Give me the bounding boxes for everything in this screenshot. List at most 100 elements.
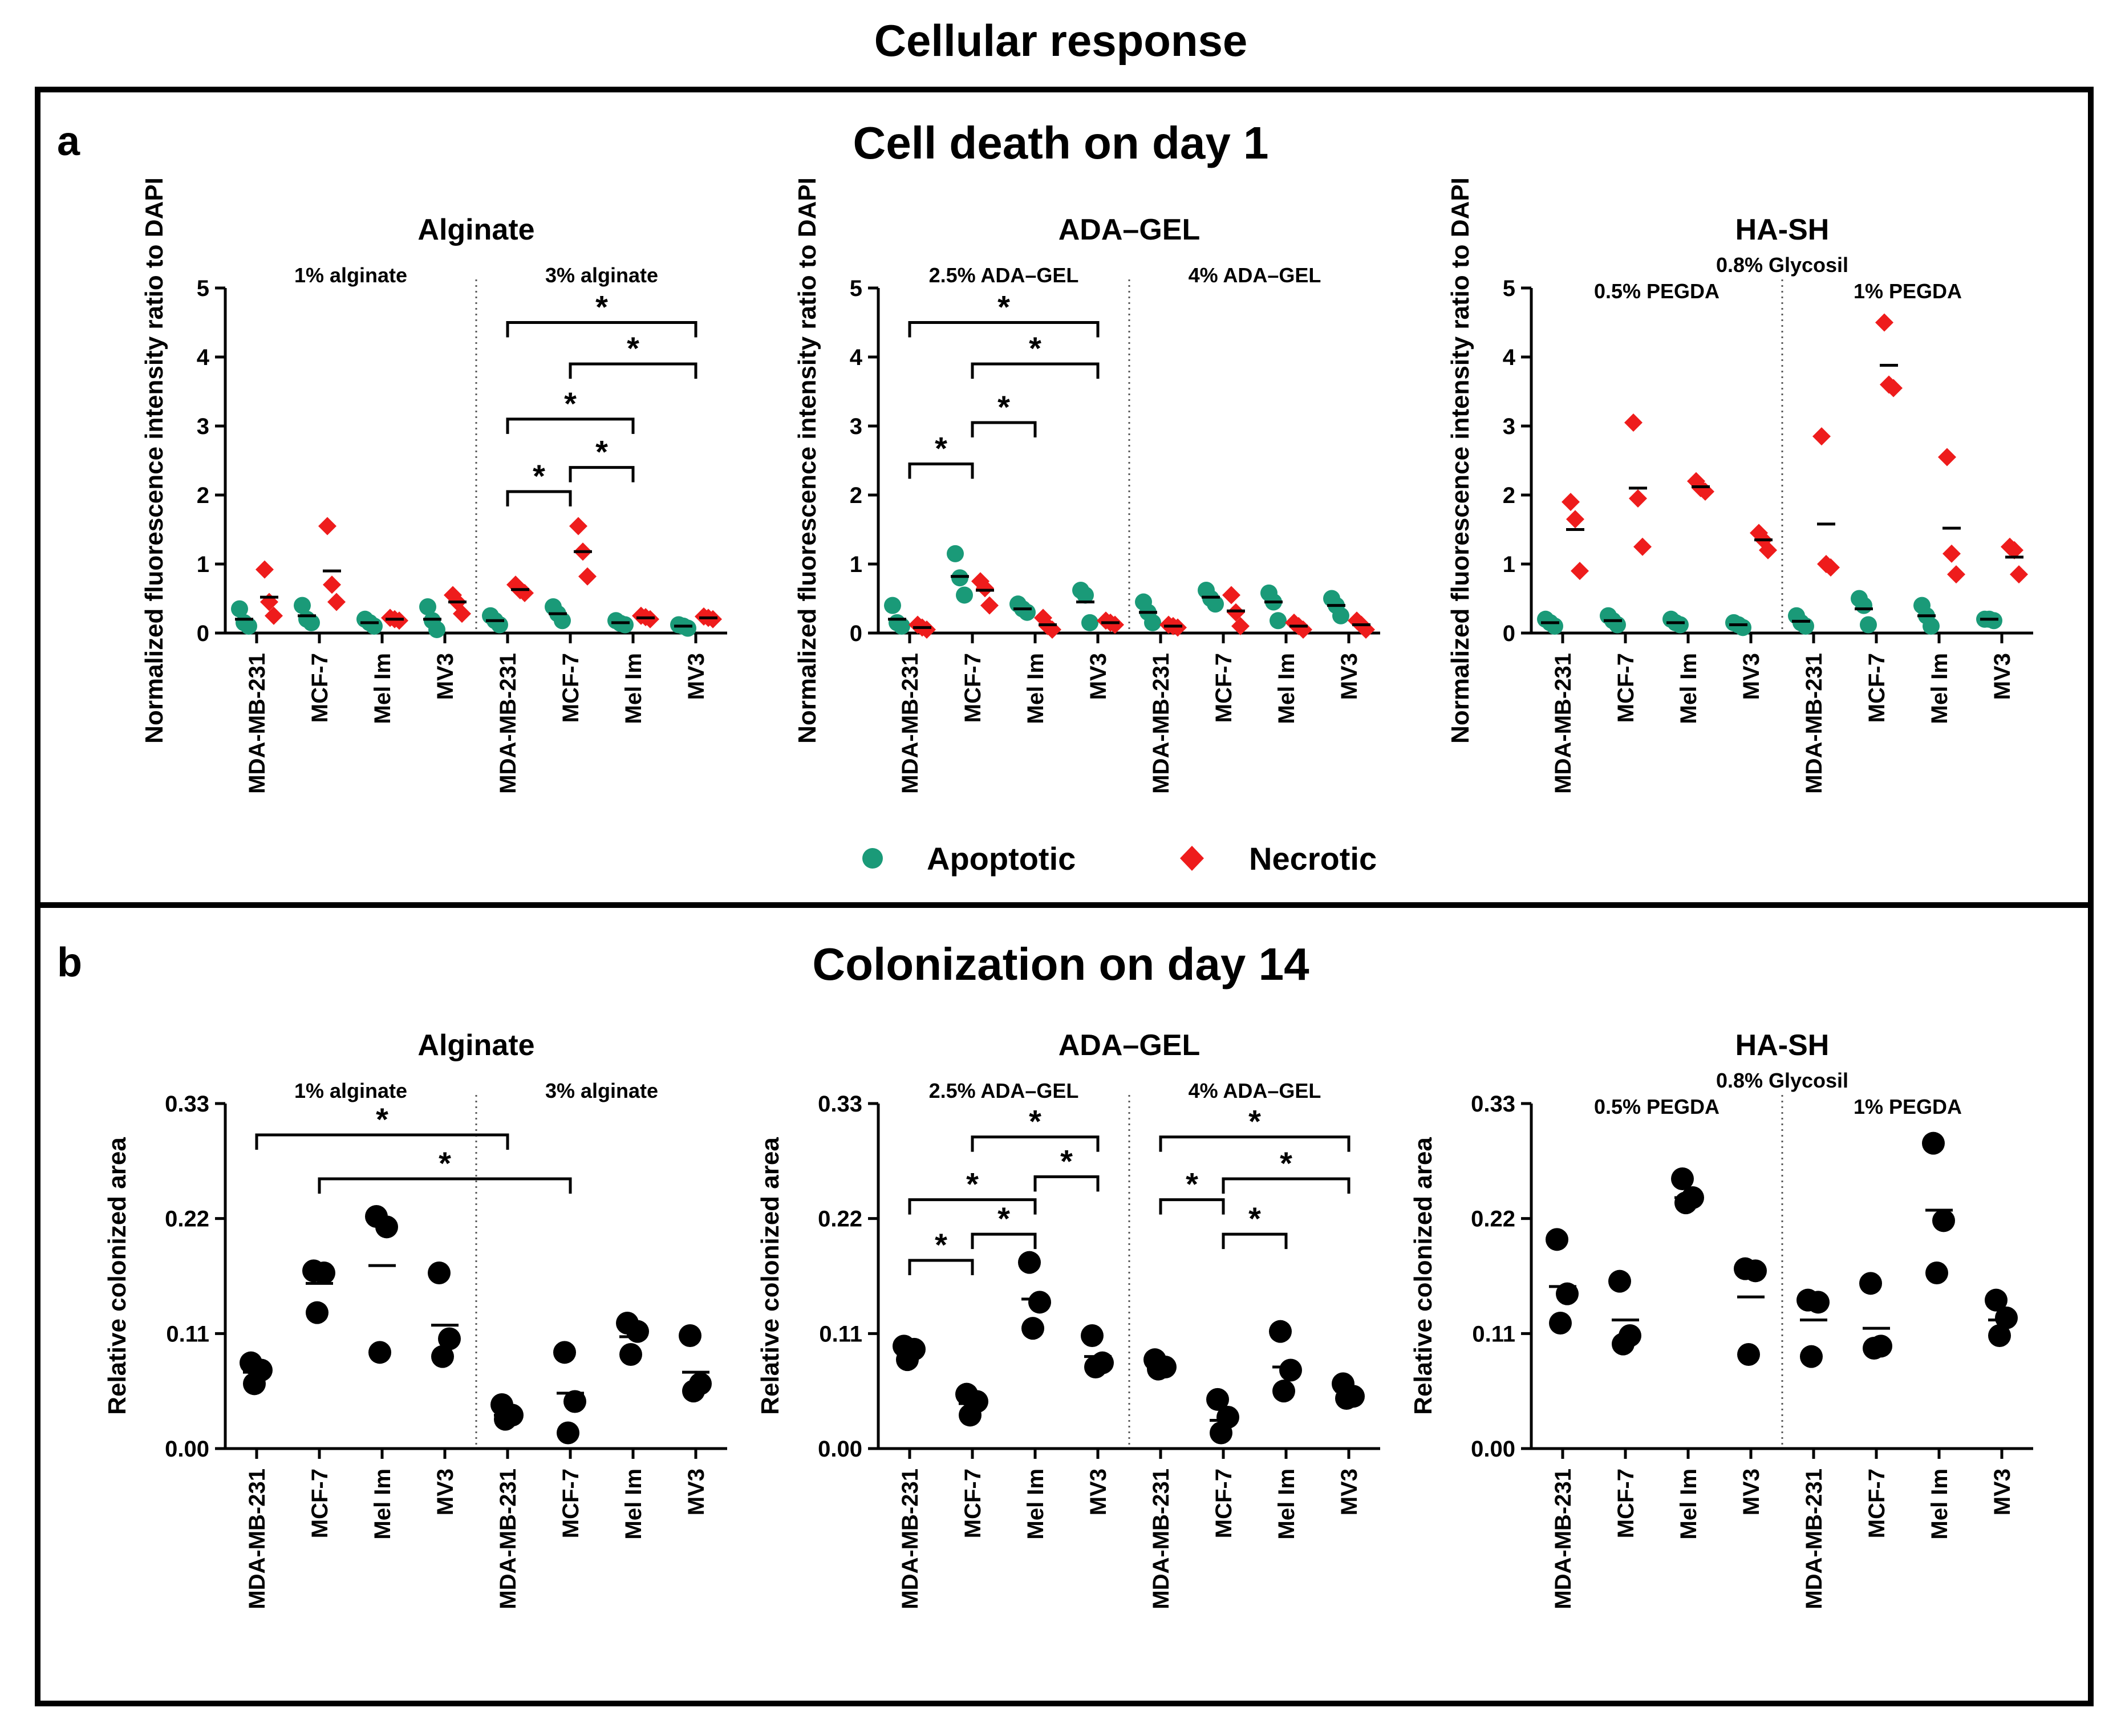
- data-point: [438, 1327, 461, 1350]
- data-point: [626, 1320, 649, 1343]
- significance-star: *: [595, 434, 608, 470]
- data-point: [1995, 1306, 2018, 1329]
- x-tick-label: MV3: [433, 653, 458, 700]
- data-point: [1859, 1272, 1882, 1295]
- chart-b-ada-gel: ADA–GEL 2.5% ADA–GEL 4% ADA–GEL 0.00 0.11 0.2…: [756, 1029, 1380, 1609]
- y-tick-label: 0.22: [1471, 1207, 1515, 1232]
- y-tick-label: 0.00: [165, 1437, 209, 1462]
- necrotic-point: [318, 517, 336, 536]
- apoptotic-point: [947, 545, 964, 562]
- supergroup-label: 0.8% Glycosil: [1716, 1069, 1848, 1092]
- group-label: 1% alginate: [294, 263, 407, 287]
- apoptotic-point: [1672, 616, 1689, 634]
- x-tick-label: MV3: [1337, 653, 1362, 700]
- apoptotic-point: [240, 617, 257, 635]
- data-point: [959, 1404, 982, 1427]
- x-tick-label: MDA-MB-231: [898, 653, 923, 794]
- data-point: [1807, 1291, 1830, 1314]
- significance-bracket: [908, 1259, 974, 1275]
- data-point: [1922, 1131, 1945, 1155]
- apoptotic-point: [303, 614, 320, 631]
- data-point: [682, 1380, 705, 1403]
- data-point: [557, 1421, 579, 1445]
- apoptotic-point: [1923, 617, 1940, 635]
- group-label: 1% PEGDA: [1854, 1095, 1962, 1118]
- group-label: 2.5% ADA–GEL: [929, 263, 1079, 287]
- y-axis-label: Normalized fluorescence intensity ratio …: [140, 177, 168, 744]
- y-tick-label: 2: [1503, 483, 1515, 508]
- apoptotic-point: [1144, 614, 1161, 631]
- y-tick-label: 4: [850, 345, 863, 370]
- x-tick-label: MDA-MB-231: [1802, 1469, 1827, 1609]
- chart-a-ada-gel: ADA–GEL 2.5% ADA–GEL 4% ADA–GEL 0 1 2 3 4 5 Norma…: [793, 177, 1380, 794]
- x-tick-label: MV3: [1086, 653, 1111, 700]
- chart-b-ha-sh: HA-SH 0.8% Glycosil 0.5% PEGDA 1% PEGDA 0.00…: [1409, 1029, 2033, 1609]
- x-tick-label: MV3: [1990, 653, 2015, 700]
- necrotic-point: [1759, 541, 1777, 559]
- necrotic-point: [1875, 313, 1893, 332]
- y-tick-label: 2: [197, 483, 209, 508]
- y-tick-label: 0.33: [1471, 1092, 1515, 1117]
- data-point: [306, 1301, 329, 1324]
- apoptotic-point: [1546, 617, 1563, 635]
- y-tick-label: 4: [197, 345, 210, 370]
- data-point: [679, 1324, 701, 1347]
- y-tick-label: 0.33: [818, 1092, 862, 1117]
- data-point: [1081, 1324, 1104, 1347]
- y-tick-label: 0: [197, 621, 209, 646]
- chart-title: HA-SH: [1735, 213, 1830, 246]
- apoptotic-point: [1734, 619, 1751, 636]
- data-point: [1269, 1320, 1292, 1343]
- significance-star: *: [1248, 1104, 1261, 1139]
- y-tick-label: 0.11: [819, 1321, 862, 1346]
- data-point: [368, 1341, 391, 1364]
- data-point: [1744, 1259, 1767, 1283]
- data-point: [1737, 1343, 1760, 1366]
- chart-title: ADA–GEL: [1059, 213, 1200, 246]
- necrotic-point: [980, 596, 999, 615]
- significance-bracket: [1222, 1177, 1351, 1194]
- apoptotic-point: [1081, 614, 1098, 631]
- group-label: 4% ADA–GEL: [1189, 263, 1321, 287]
- x-tick-label: MCF-7: [1613, 1469, 1639, 1538]
- y-tick-label: 2: [850, 483, 862, 508]
- apoptotic-point: [419, 598, 436, 616]
- necrotic-point: [516, 583, 534, 602]
- data-point: [1335, 1387, 1358, 1410]
- x-tick-label: MV3: [1086, 1469, 1111, 1515]
- data-point: [1800, 1345, 1823, 1368]
- significance-bracket: [1159, 1198, 1225, 1215]
- x-tick-label: MDA-MB-231: [245, 1469, 270, 1609]
- panel-b-frame: [35, 902, 2094, 1706]
- data-point: [494, 1408, 517, 1431]
- significance-star: *: [997, 389, 1010, 425]
- necrotic-point: [918, 620, 936, 639]
- necrotic-point: [453, 605, 471, 623]
- chart-title: ADA–GEL: [1059, 1029, 1200, 1062]
- significance-bracket: [506, 490, 572, 506]
- necrotic-point: [1629, 489, 1647, 508]
- legend-necrotic-label: Necrotic: [1249, 841, 1377, 877]
- data-point: [1863, 1337, 1885, 1360]
- necrotic-point: [1812, 427, 1831, 446]
- significance-bracket: [971, 362, 1100, 379]
- apoptotic-point: [1270, 612, 1287, 630]
- y-axis-label: Relative colonized area: [1409, 1137, 1437, 1415]
- apoptotic-point: [1855, 597, 1872, 614]
- x-tick-label: MV3: [684, 653, 709, 700]
- x-tick-label: MCF-7: [1864, 653, 1889, 723]
- apoptotic-point: [1609, 616, 1626, 634]
- data-point: [1210, 1421, 1232, 1445]
- significance-bracket: [908, 1198, 1037, 1215]
- y-tick-label: 0: [850, 621, 862, 646]
- apoptotic-point: [1860, 616, 1877, 634]
- x-tick-label: Mel Im: [621, 1469, 646, 1539]
- significance-bracket: [908, 321, 1100, 338]
- significance-star: *: [595, 289, 608, 325]
- significance-bracket: [569, 362, 697, 379]
- necrotic-point: [2005, 541, 2023, 559]
- legend-necrotic-marker: [1180, 846, 1204, 871]
- data-point: [896, 1348, 919, 1372]
